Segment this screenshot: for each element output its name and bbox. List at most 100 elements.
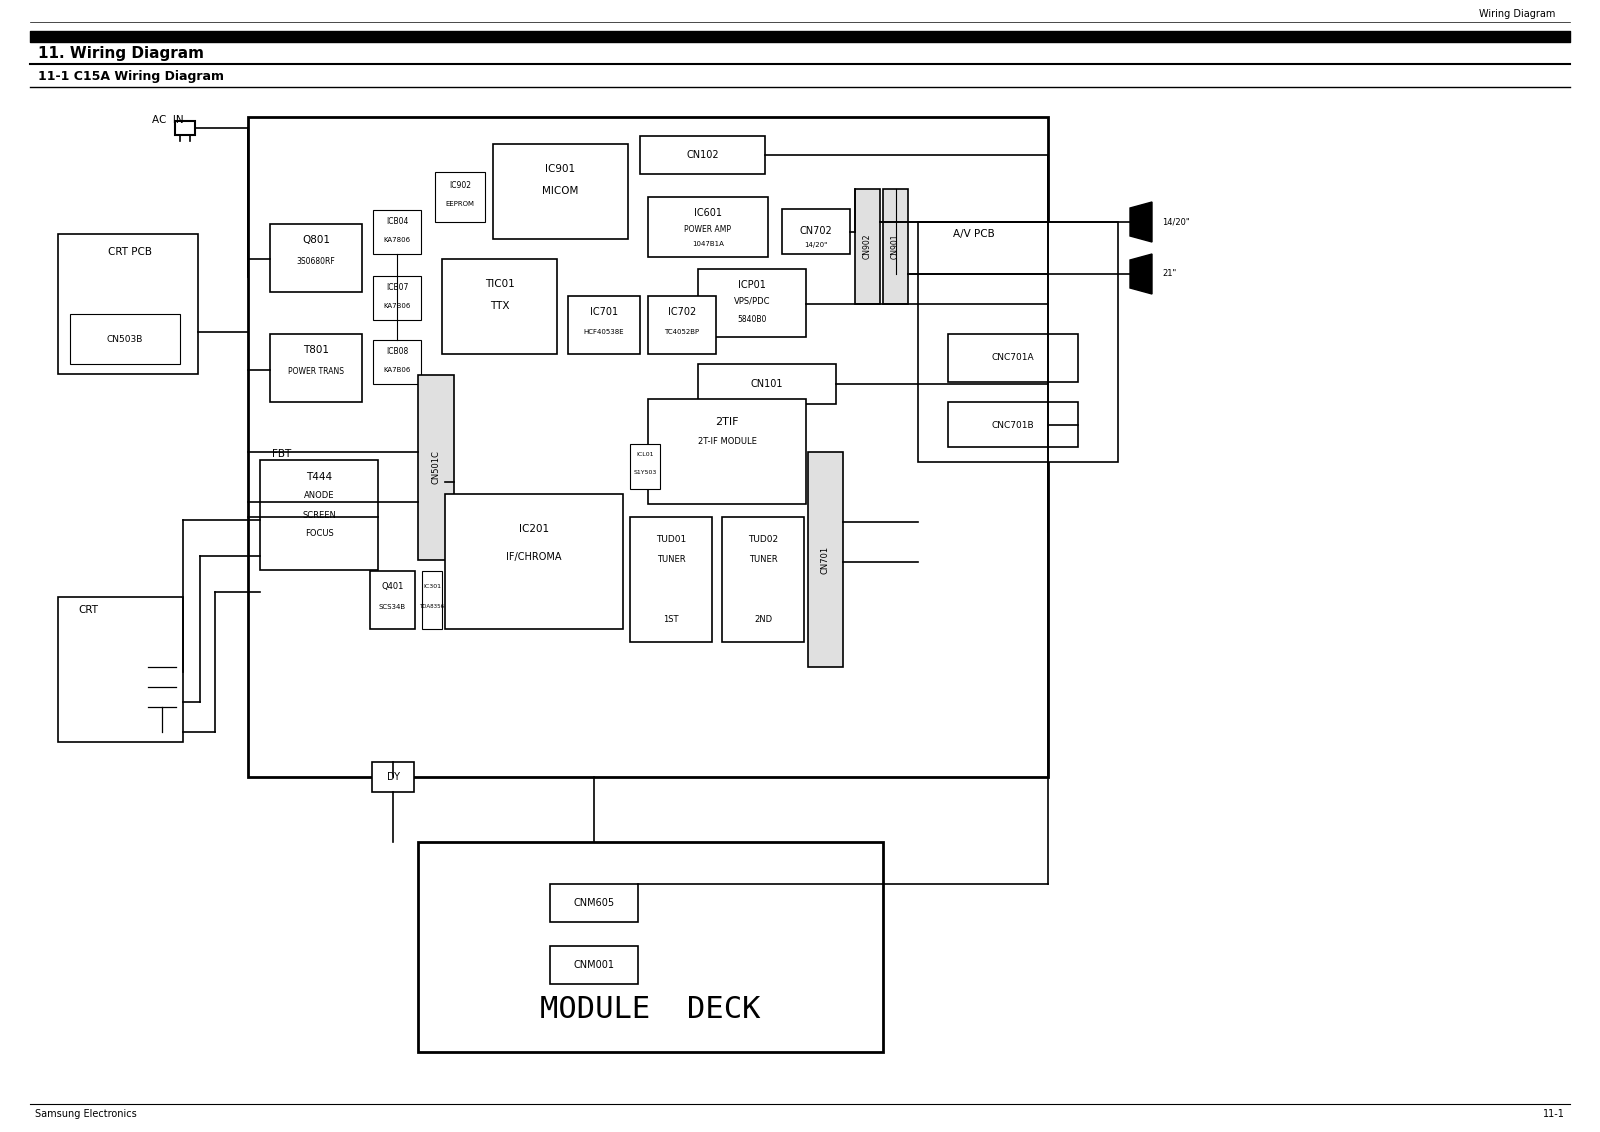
Text: HCF40538E: HCF40538E <box>584 329 624 335</box>
Text: CRT: CRT <box>78 604 98 615</box>
Polygon shape <box>1130 254 1152 294</box>
Text: MICOM: MICOM <box>542 186 579 196</box>
Bar <box>370 571 414 629</box>
Bar <box>418 375 454 560</box>
Bar <box>782 209 850 254</box>
Bar <box>550 884 638 921</box>
Text: ICP01: ICP01 <box>738 280 766 290</box>
Text: 2T-IF MODULE: 2T-IF MODULE <box>698 437 757 446</box>
Text: POWER TRANS: POWER TRANS <box>288 368 344 377</box>
Bar <box>568 295 640 354</box>
Bar <box>418 842 883 1052</box>
Text: KA7B06: KA7B06 <box>384 367 411 374</box>
Bar <box>854 189 880 305</box>
Text: KA7B06: KA7B06 <box>384 303 411 309</box>
Text: IC201: IC201 <box>518 524 549 534</box>
Text: 3S0680RF: 3S0680RF <box>296 257 336 266</box>
Text: TUNER: TUNER <box>749 556 778 565</box>
Text: IC902: IC902 <box>450 180 470 189</box>
Text: 21": 21" <box>1162 269 1176 278</box>
Text: 14/20": 14/20" <box>1162 217 1190 226</box>
Text: ICB07: ICB07 <box>386 283 408 292</box>
Text: 1ST: 1ST <box>664 616 678 625</box>
Text: TTX: TTX <box>490 301 509 311</box>
Text: DY: DY <box>387 772 400 782</box>
Text: 2TIF: 2TIF <box>715 417 739 427</box>
Bar <box>630 444 661 489</box>
Text: ICB08: ICB08 <box>386 348 408 357</box>
Text: CN102: CN102 <box>686 151 718 160</box>
Text: TDA8356: TDA8356 <box>419 604 445 609</box>
Text: EEPROM: EEPROM <box>445 201 475 207</box>
Text: SCS34B: SCS34B <box>379 604 406 610</box>
Text: MODULE  DECK: MODULE DECK <box>541 995 760 1024</box>
Bar <box>174 121 195 135</box>
Bar <box>270 224 362 292</box>
Bar <box>58 234 198 374</box>
Text: IC901: IC901 <box>546 164 576 174</box>
Text: VPS/PDC: VPS/PDC <box>734 297 770 306</box>
Text: CN503B: CN503B <box>107 334 142 343</box>
Bar <box>698 365 835 404</box>
Bar <box>442 259 557 354</box>
Bar <box>648 295 717 354</box>
Text: TUD01: TUD01 <box>656 535 686 544</box>
Text: Q801: Q801 <box>302 235 330 245</box>
Text: CN701: CN701 <box>821 546 830 574</box>
Bar <box>648 197 768 257</box>
Bar <box>371 762 414 792</box>
Text: IC301: IC301 <box>422 584 442 590</box>
Bar <box>640 136 765 174</box>
Text: TUD02: TUD02 <box>747 535 778 544</box>
Bar <box>58 597 182 741</box>
Text: CNC701A: CNC701A <box>992 353 1034 362</box>
Bar <box>373 276 421 320</box>
Text: 2ND: 2ND <box>754 616 773 625</box>
Bar <box>947 402 1078 447</box>
Text: 11. Wiring Diagram: 11. Wiring Diagram <box>38 46 205 61</box>
Text: S1Y503: S1Y503 <box>634 470 656 474</box>
Text: AC  IN: AC IN <box>152 115 184 125</box>
Text: A/V PCB: A/V PCB <box>954 229 995 239</box>
Text: T801: T801 <box>302 345 330 355</box>
Text: Q401: Q401 <box>381 583 403 592</box>
Text: Wiring Diagram: Wiring Diagram <box>1478 9 1555 19</box>
Text: 5840B0: 5840B0 <box>738 315 766 324</box>
Text: Samsung Electronics: Samsung Electronics <box>35 1109 136 1120</box>
Text: CN702: CN702 <box>800 226 832 235</box>
Bar <box>493 144 627 239</box>
Text: 14/20": 14/20" <box>805 242 827 248</box>
Bar <box>248 117 1048 777</box>
Bar <box>422 571 442 629</box>
Bar <box>270 334 362 402</box>
Text: ICL01: ICL01 <box>637 453 654 457</box>
Text: IF/CHROMA: IF/CHROMA <box>506 552 562 561</box>
Text: KA7806: KA7806 <box>384 237 411 243</box>
Bar <box>918 222 1118 462</box>
Bar <box>70 314 179 365</box>
Text: 11-1 C15A Wiring Diagram: 11-1 C15A Wiring Diagram <box>38 70 224 83</box>
Text: TC4052BP: TC4052BP <box>664 329 699 335</box>
Text: 1047B1A: 1047B1A <box>693 241 723 247</box>
Bar <box>698 269 806 337</box>
Bar <box>445 494 622 629</box>
Text: IC601: IC601 <box>694 208 722 218</box>
Text: ICB04: ICB04 <box>386 217 408 226</box>
Bar <box>722 517 805 642</box>
Text: IC702: IC702 <box>667 307 696 317</box>
Text: TUNER: TUNER <box>656 556 685 565</box>
Bar <box>648 398 806 504</box>
Text: ANODE: ANODE <box>304 491 334 500</box>
Bar <box>550 946 638 984</box>
Text: CNC701B: CNC701B <box>992 420 1034 429</box>
Bar <box>373 211 421 254</box>
Text: IC701: IC701 <box>590 307 618 317</box>
Text: CN902: CN902 <box>862 233 872 259</box>
Bar <box>630 517 712 642</box>
Text: SCREEN: SCREEN <box>302 511 336 520</box>
Polygon shape <box>1130 201 1152 242</box>
Text: CRT PCB: CRT PCB <box>109 247 152 257</box>
Text: POWER AMP: POWER AMP <box>685 224 731 233</box>
Bar <box>373 340 421 384</box>
Text: 11-1: 11-1 <box>1542 1109 1565 1120</box>
